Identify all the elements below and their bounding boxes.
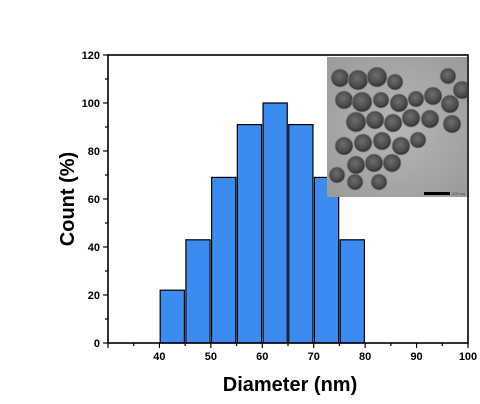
histogram-bar — [211, 176, 237, 344]
nanoparticle — [347, 69, 369, 91]
nanoparticle — [346, 173, 364, 191]
y-axis-title: Count (%) — [57, 152, 79, 246]
y-tick-label: 0 — [94, 338, 100, 350]
x-tick-label: 40 — [153, 351, 165, 363]
y-tick-label: 100 — [82, 98, 100, 110]
nanoparticle — [365, 110, 385, 130]
nanoparticle — [452, 80, 467, 100]
ticks-layer: 40 50 60 70 80 90 100 0 20 40 60 80 100 120 — [82, 50, 478, 363]
y-tick-label: 20 — [88, 290, 100, 302]
y-tick-label: 40 — [88, 242, 100, 254]
nanoparticle — [345, 111, 367, 133]
x-tick-label: 80 — [359, 351, 371, 363]
x-axis-title: Diameter (nm) — [223, 374, 357, 396]
nanoparticle — [442, 114, 462, 134]
nanoparticle — [351, 91, 373, 113]
nanoparticle — [382, 153, 402, 173]
nanoparticle — [334, 90, 354, 110]
nanoparticle — [391, 136, 411, 156]
histogram-bar — [262, 102, 288, 344]
nanoparticle — [401, 108, 421, 128]
y-tick-label: 60 — [88, 194, 100, 206]
histogram-bar — [288, 123, 314, 344]
nanoparticle — [370, 173, 388, 191]
nanoparticle — [409, 131, 427, 149]
nanoparticle — [407, 90, 425, 108]
nanoparticle — [364, 153, 384, 173]
x-tick-label: 90 — [410, 351, 422, 363]
nanoparticle — [423, 86, 443, 106]
nanoparticle — [372, 131, 392, 151]
x-tick-label: 60 — [256, 351, 268, 363]
histogram-bar — [185, 239, 211, 344]
nanoparticle — [383, 113, 403, 133]
inset-scale-bar — [424, 192, 450, 195]
nanoparticles — [328, 66, 467, 191]
histogram-bar — [313, 176, 340, 344]
nanoparticle — [439, 67, 457, 85]
inset-scale-bar-label: 100 nm — [452, 191, 466, 196]
nanoparticle — [353, 133, 373, 153]
tem-inset-image: 100 nm — [327, 57, 467, 197]
nanoparticle — [420, 109, 440, 129]
bars-layer — [159, 102, 365, 344]
x-tick-label: 50 — [205, 351, 217, 363]
histogram-bar — [339, 239, 365, 344]
nanoparticle — [372, 91, 390, 109]
nanoparticle — [389, 93, 409, 113]
nanoparticle — [328, 166, 346, 184]
nanoparticle — [366, 66, 388, 88]
x-tick-label: 100 — [459, 351, 477, 363]
nanoparticle — [330, 68, 350, 88]
nanoparticle — [440, 94, 460, 114]
histogram-bar — [159, 289, 185, 344]
y-tick-label: 120 — [82, 50, 100, 62]
nanoparticle — [334, 136, 354, 156]
x-tick-label: 70 — [308, 351, 320, 363]
nanoparticle — [346, 155, 366, 175]
histogram-bar — [236, 123, 263, 344]
nanoparticle — [386, 73, 404, 91]
y-tick-label: 80 — [88, 146, 100, 158]
